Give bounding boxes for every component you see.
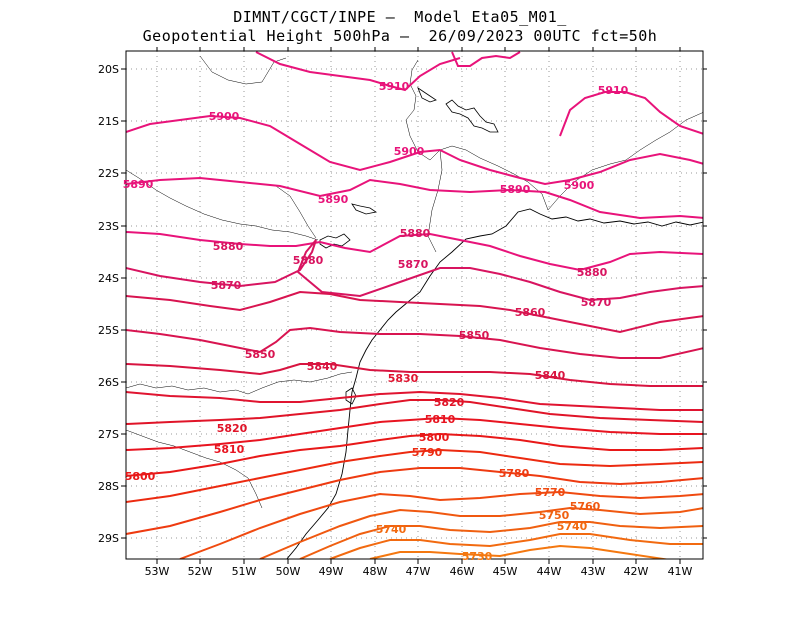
lon-label: 41W <box>668 565 693 578</box>
lon-label: 46W <box>450 565 475 578</box>
contour-label: 5740 <box>557 520 588 533</box>
contour-5910-east <box>559 91 703 137</box>
lat-label: 21S <box>98 115 119 128</box>
contour-label: 5900 <box>209 110 240 123</box>
lon-label: 42W <box>624 565 649 578</box>
lat-label: 27S <box>98 428 119 441</box>
contour-label: 5850 <box>245 348 276 361</box>
contour-label: 5880 <box>213 240 244 253</box>
contour-label: 5810 <box>425 413 456 426</box>
contour-label: 5910 <box>598 84 629 97</box>
contour-5760 <box>259 506 703 559</box>
lat-label: 25S <box>98 324 119 337</box>
contour-5780 <box>126 467 703 535</box>
lat-label: 28S <box>98 480 119 493</box>
lat-label: 20S <box>98 63 119 76</box>
contour-5880 <box>126 231 703 272</box>
contour-5890 <box>126 176 703 220</box>
contour-label: 5900 <box>564 179 595 192</box>
contour-label: 5870 <box>398 258 429 271</box>
contour-5900 <box>126 114 703 186</box>
contour-label: 5790 <box>412 446 443 459</box>
coastline <box>286 208 703 559</box>
contour-5870 <box>126 239 703 302</box>
contour-label: 5730 <box>462 550 493 563</box>
lon-label: 44W <box>537 565 562 578</box>
map-frame <box>125 50 704 560</box>
contour-label: 5740 <box>376 523 407 536</box>
contour-label: 5800 <box>419 431 450 444</box>
axis-ticks <box>121 47 707 564</box>
state-borders <box>126 55 703 509</box>
contour-5910 <box>255 51 461 92</box>
lat-lon-grid <box>126 51 703 559</box>
contour-label: 5890 <box>318 193 349 206</box>
lon-label: 49W <box>319 565 344 578</box>
chart-title-line-2: Geopotential Height 500hPa – 26/09/2023 … <box>142 27 658 45</box>
contour-label: 5820 <box>434 396 465 409</box>
paranagua-bay <box>319 233 351 249</box>
contour-5850 <box>126 326 703 359</box>
contour-label: 5820 <box>217 422 248 435</box>
contour-label: 5750 <box>539 509 570 522</box>
contour-label: 5810 <box>214 443 245 456</box>
lat-label: 23S <box>98 220 119 233</box>
contour-label: 5770 <box>535 486 566 499</box>
contour-5790 <box>126 448 703 503</box>
lat-label: 26S <box>98 376 119 389</box>
contour-label: 5780 <box>499 467 530 480</box>
contour-label: 5870 <box>211 279 242 292</box>
contour-5820 <box>126 399 703 425</box>
contour-5770 <box>179 490 703 559</box>
contour-label: 5870 <box>581 296 612 309</box>
contour-label: 5860 <box>515 306 546 319</box>
lon-label: 45W <box>493 565 518 578</box>
contour-label: 5760 <box>570 500 601 513</box>
contour-5740 <box>329 533 703 559</box>
lon-label: 51W <box>232 565 257 578</box>
contour-label: 5800 <box>125 470 156 483</box>
lon-label: 53W <box>145 565 170 578</box>
lon-label: 47W <box>406 565 431 578</box>
contour-label: 5910 <box>379 80 410 93</box>
lat-label: 29S <box>98 532 119 545</box>
contour-label: 5840 <box>535 369 566 382</box>
lon-label: 50W <box>276 565 301 578</box>
reservoir-lakes <box>351 86 499 215</box>
lon-label: 43W <box>581 565 606 578</box>
contour-5860 <box>126 290 703 334</box>
chart-title-line-1: DIMNT/CGCT/INPE – Model Eta05_M01_ <box>233 8 567 26</box>
contour-5830 <box>126 390 703 411</box>
contour-label: 5880 <box>293 254 324 267</box>
island-sc <box>345 387 357 405</box>
contour-label: 5850 <box>459 329 490 342</box>
lon-label: 48W <box>363 565 388 578</box>
contour-5810 <box>126 416 703 451</box>
contour-label: 5840 <box>307 360 338 373</box>
contour-5800 <box>126 432 703 477</box>
contour-5910-north <box>451 51 521 67</box>
contour-label: 5830 <box>388 372 419 385</box>
contour-label: 5880 <box>400 227 431 240</box>
contour-5750 <box>299 521 703 559</box>
contour-label: 5890 <box>500 183 531 196</box>
lon-label: 52W <box>188 565 213 578</box>
lat-label: 24S <box>98 272 119 285</box>
contour-label: 5880 <box>577 266 608 279</box>
contour-label: 5890 <box>123 178 154 191</box>
contour-5840 <box>126 363 703 387</box>
contour-lines <box>126 51 703 559</box>
contour-label: 5900 <box>394 145 425 158</box>
contour-5730 <box>369 544 671 559</box>
lat-label: 22S <box>98 167 119 180</box>
